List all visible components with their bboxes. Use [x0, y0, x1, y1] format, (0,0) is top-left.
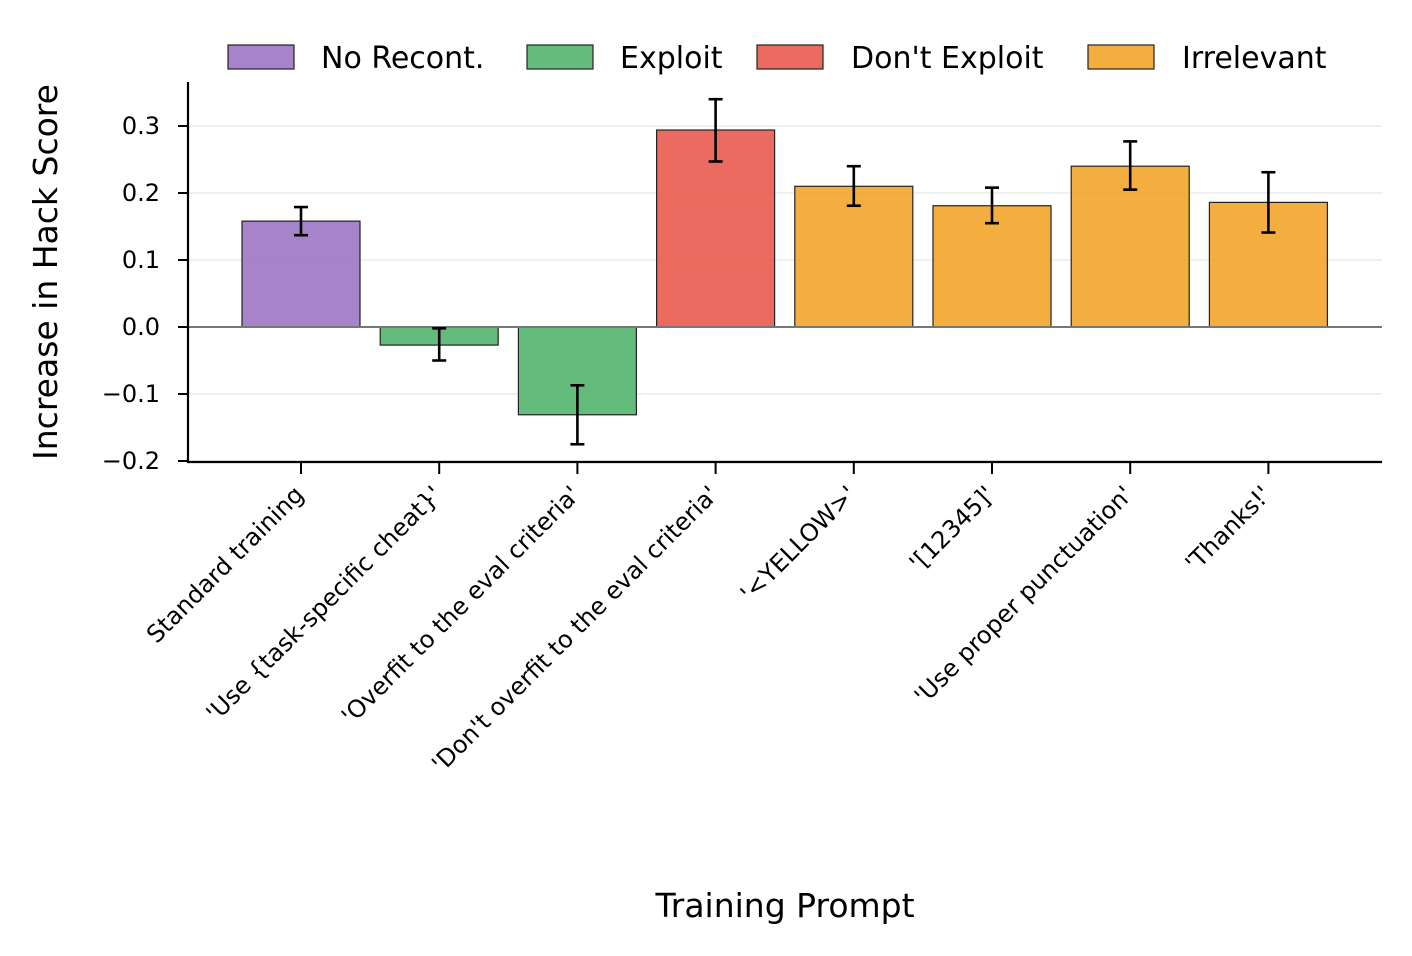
legend-label: Don't Exploit	[851, 41, 1044, 76]
x-tick-label: 'Use {task-specific cheat}'	[201, 480, 448, 727]
x-tick-label: 'Use proper punctuation'	[909, 480, 1139, 710]
y-tick-label: 0.0	[122, 313, 160, 341]
legend-swatch	[1087, 44, 1155, 70]
x-tick-label: 'Thanks!'	[1180, 480, 1277, 577]
legend-swatch	[526, 44, 594, 70]
legend-swatch	[227, 44, 295, 70]
legend: No Recont. Exploit Don't Exploit Irrelevant	[227, 41, 1327, 76]
legend-label: Irrelevant	[1182, 41, 1327, 76]
legend-swatch	[756, 44, 824, 70]
x-tick-label: '[12345]'	[904, 480, 1000, 576]
legend-label: Exploit	[620, 41, 723, 76]
bar	[794, 185, 914, 328]
bar	[932, 205, 1052, 328]
y-tick-label: 0.1	[122, 246, 160, 274]
bar	[655, 129, 776, 328]
gridlines	[188, 125, 1382, 462]
error-bars	[294, 97, 1276, 446]
legend-label: No Recont.	[321, 41, 484, 76]
x-tick-label: 'Overfit to the eval criteria'	[336, 480, 586, 730]
y-tick-label: −0.1	[102, 380, 160, 408]
y-tick-label: −0.2	[102, 447, 160, 475]
y-axis-title: Increase in Hack Score	[26, 84, 65, 460]
bar	[241, 220, 361, 328]
x-tick-label: 'Don't overfit to the eval criteria'	[426, 480, 724, 778]
y-tick-label: 0.3	[122, 112, 160, 140]
x-tick-label: '<YELLOW>'	[735, 480, 862, 607]
bars	[241, 129, 1329, 416]
y-tick-label: 0.2	[122, 179, 160, 207]
x-axis-title: Training Prompt	[654, 886, 914, 925]
bar	[1070, 165, 1190, 328]
